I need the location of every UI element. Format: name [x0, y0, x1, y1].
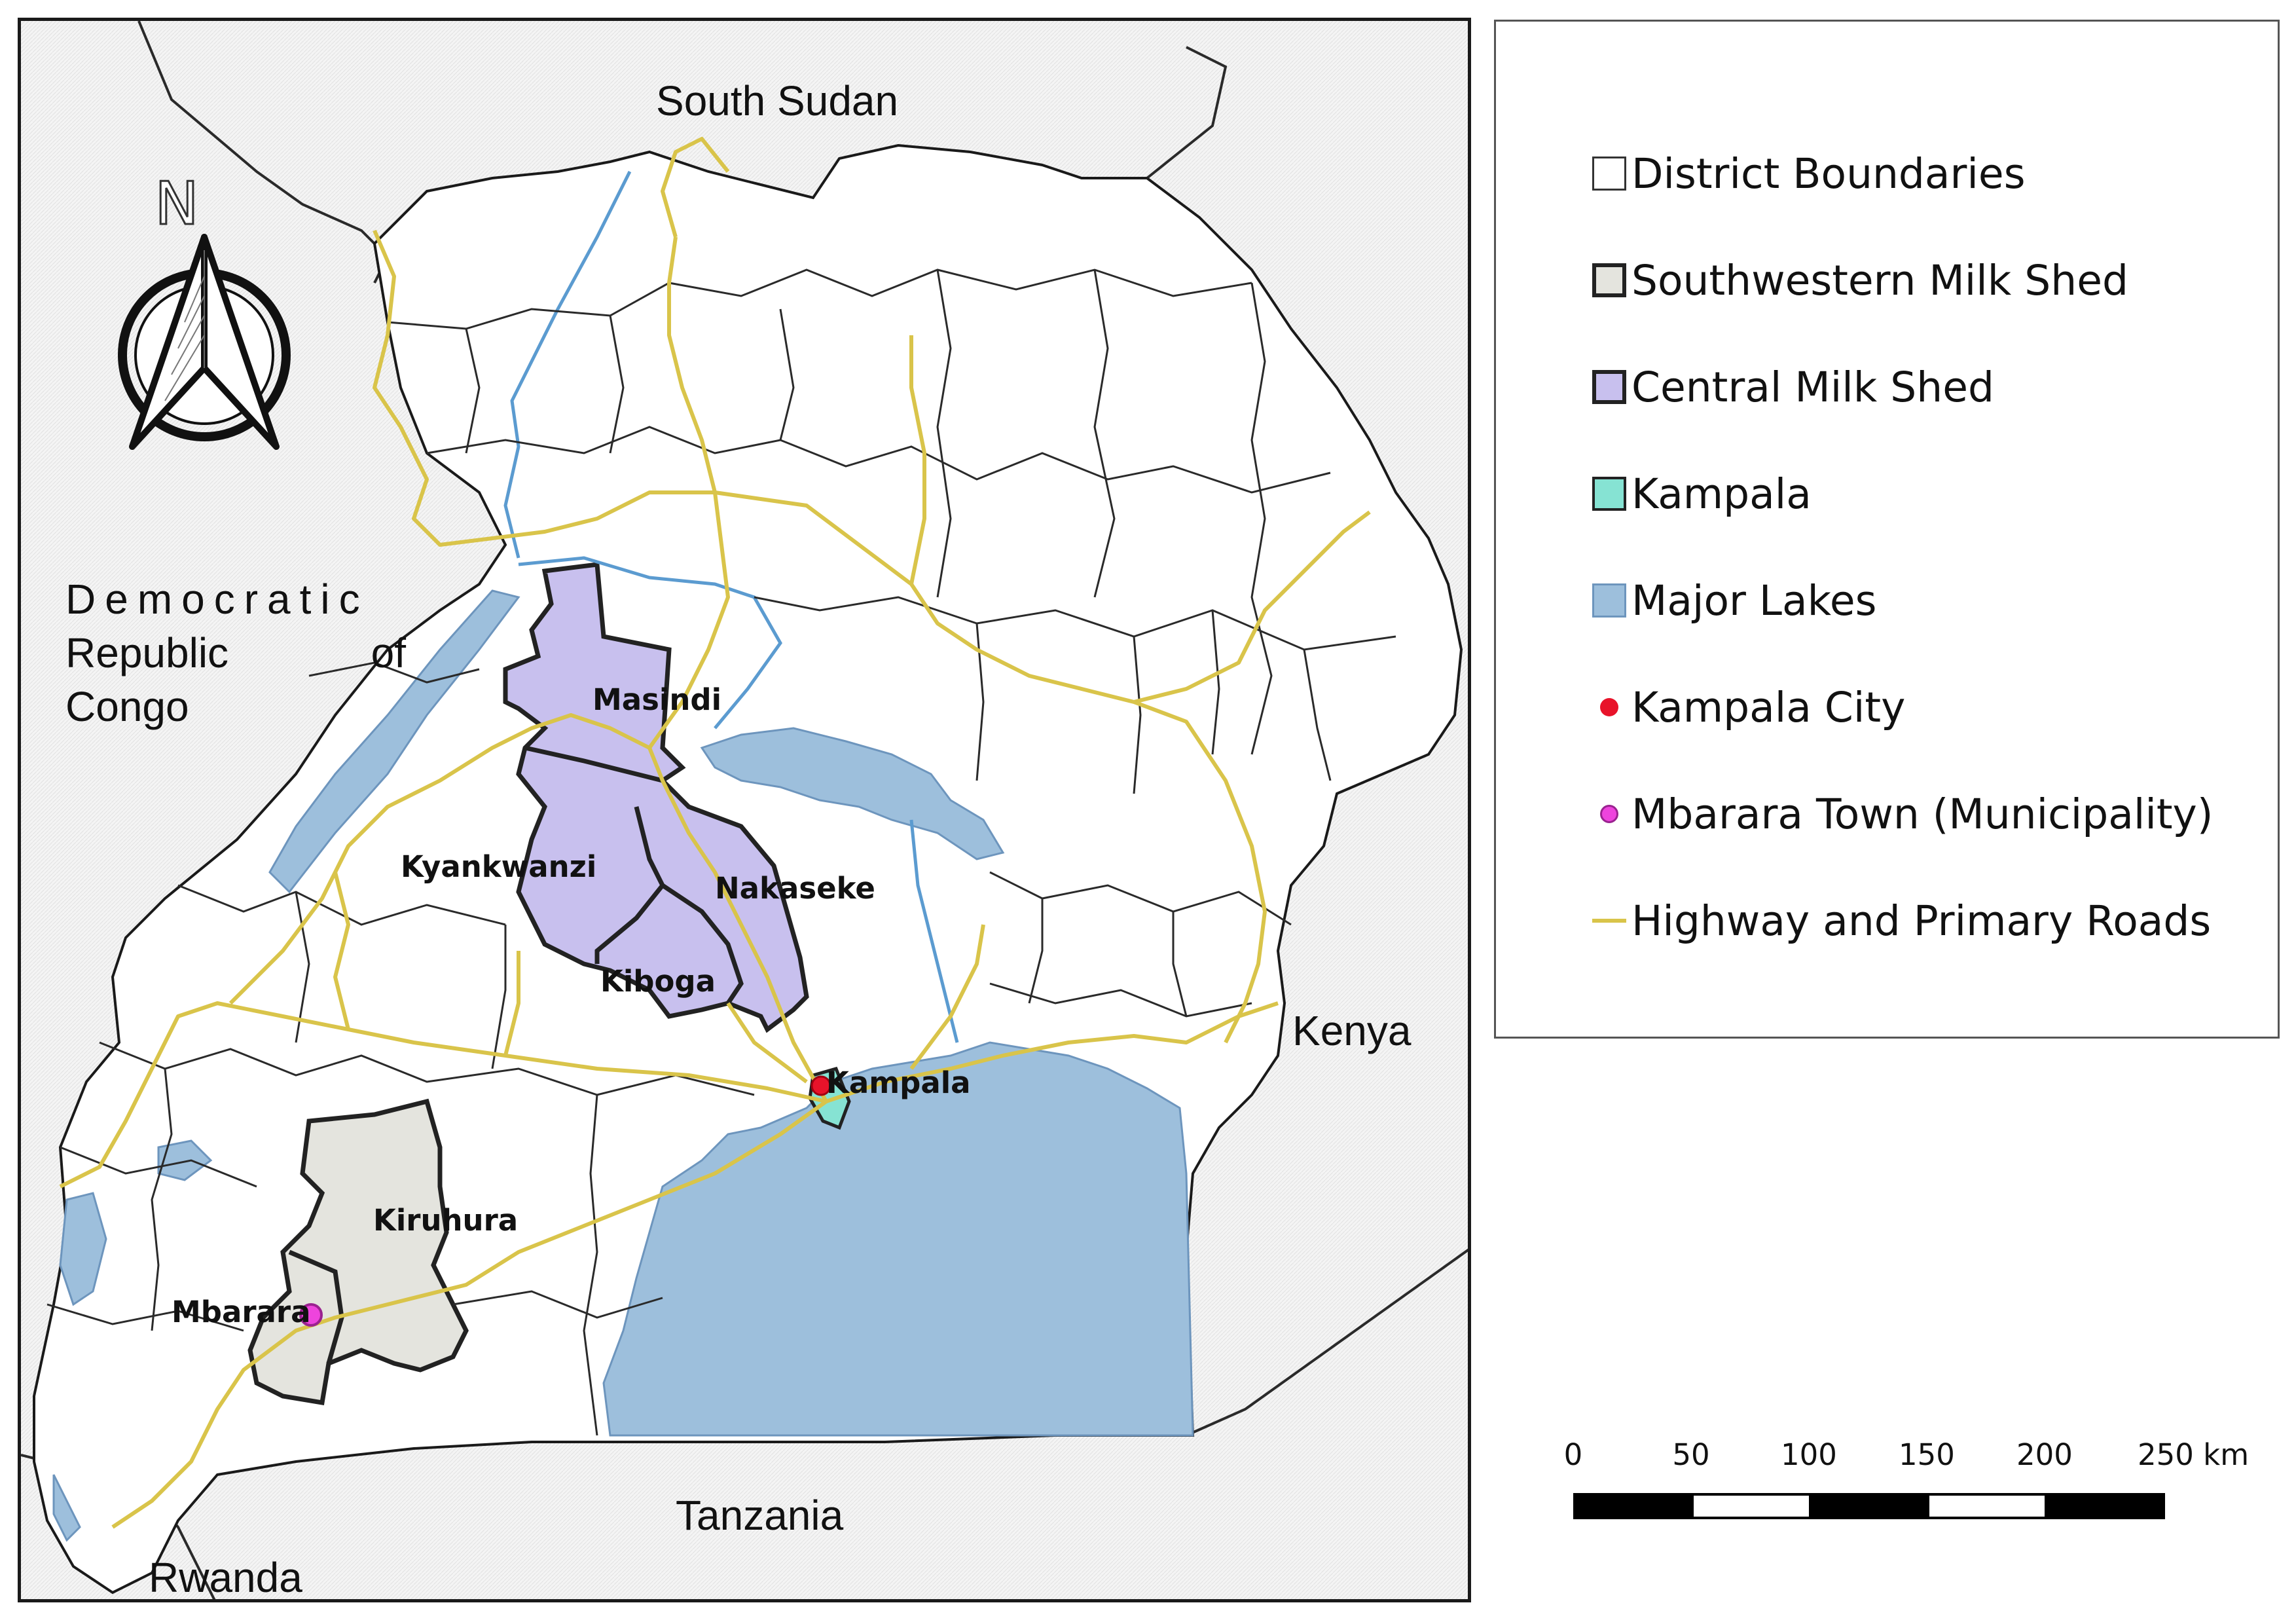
- scale-tick-250-km: 250 km: [2137, 1437, 2250, 1472]
- highway-and-primary-roads: [59, 137, 1371, 1529]
- legend-swatch-central-milk-shed: [1592, 370, 1626, 404]
- lake-george: [157, 1139, 213, 1181]
- scale-segment-2: [1691, 1493, 1812, 1519]
- label-kyankwanzi: Kyankwanzi: [401, 849, 597, 884]
- rivers: [503, 170, 959, 1043]
- legend-label: Southwestern Milk Shed: [1631, 256, 2128, 304]
- legend-label: Kampala City: [1631, 683, 1906, 731]
- legend-label: Kampala: [1631, 470, 1812, 518]
- uganda-map: N: [21, 21, 1468, 1599]
- drc-line-2-republic: Republic: [65, 629, 229, 676]
- road-line-icon: [1592, 919, 1626, 923]
- legend-label: Central Milk Shed: [1631, 363, 1994, 411]
- label-kampala: Kampala: [826, 1065, 971, 1100]
- drc-line-2-of: of: [371, 629, 406, 676]
- road-6: [714, 490, 1267, 1044]
- road-9: [909, 335, 926, 585]
- river-nile-south: [909, 819, 959, 1043]
- road-7: [826, 1001, 1279, 1103]
- label-tanzania: Tanzania: [676, 1492, 844, 1539]
- scale-tick-0: 0: [1563, 1437, 1583, 1472]
- road-10: [661, 137, 730, 238]
- mbarara-town-point[interactable]: [299, 1303, 323, 1327]
- label-kenya: Kenya: [1292, 1007, 1412, 1054]
- legend-panel: District Boundaries Southwestern Milk Sh…: [1494, 20, 2280, 1039]
- legend-swatch-kampala-city: [1592, 690, 1626, 724]
- road-2: [111, 1099, 828, 1529]
- road-12: [909, 924, 985, 1070]
- label-kiboga: Kiboga: [600, 964, 716, 999]
- legend-label: Mbarara Town (Municipality): [1631, 790, 2214, 838]
- legend-swatch-southwestern-milk-shed: [1592, 263, 1626, 297]
- scale-tick-100: 100: [1781, 1437, 1837, 1472]
- legend-item-southwestern-milk-shed: Southwestern Milk Shed: [1592, 254, 2128, 306]
- road-15: [333, 872, 350, 1030]
- lake-kyoga: [700, 727, 1005, 860]
- scale-segment-4: [1927, 1493, 2047, 1519]
- scale-tick-50: 50: [1672, 1437, 1710, 1472]
- road-14: [726, 1002, 808, 1084]
- kampala-city-point[interactable]: [811, 1075, 831, 1096]
- scale-segment-5: [2045, 1493, 2165, 1519]
- lake-albert: [268, 589, 520, 894]
- legend-label: Major Lakes: [1631, 576, 1877, 625]
- scale-segment-3: [1809, 1493, 1929, 1519]
- label-kiruhura: Kiruhura: [373, 1203, 519, 1238]
- legend-item-roads: Highway and Primary Roads: [1592, 895, 2211, 947]
- major-lakes: [52, 589, 1194, 1542]
- road-3: [647, 747, 828, 1103]
- road-13: [503, 951, 520, 1056]
- southwestern-district-division: [288, 1249, 344, 1364]
- scale-tick-200: 200: [2016, 1437, 2073, 1472]
- lake-victoria: [602, 1041, 1194, 1437]
- district-boundaries: [46, 268, 1396, 1436]
- legend-swatch-roads: [1592, 904, 1626, 938]
- label-democratic-republic-of-congo: Democratic Republic of Congo: [65, 572, 406, 733]
- map-frame: N South Sudan Kenya Tanzania Rwanda Demo…: [18, 18, 1471, 1602]
- drc-line-2: Republic of: [65, 626, 406, 680]
- lake-bunyonyi: [52, 1474, 81, 1542]
- legend-item-mbarara-town: Mbarara Town (Municipality): [1592, 788, 2213, 840]
- label-south-sudan: South Sudan: [656, 77, 899, 124]
- legend-item-kampala-city: Kampala City: [1592, 681, 1905, 733]
- scale-tick-150: 150: [1899, 1437, 1955, 1472]
- legend-item-kampala: Kampala: [1592, 468, 1812, 520]
- legend-label: Highway and Primary Roads: [1631, 896, 2212, 945]
- scale-bar: 0 50 100 150 200 250 km: [1564, 1437, 2249, 1542]
- legend-label: District Boundaries: [1631, 149, 2026, 198]
- label-rwanda: Rwanda: [149, 1554, 302, 1601]
- border-kenya-tanzania: [1186, 1248, 1468, 1437]
- legend-item-major-lakes: Major Lakes: [1592, 574, 1876, 627]
- legend-item-central-milk-shed: Central Milk Shed: [1592, 361, 1994, 413]
- central-district-divisions: [524, 745, 744, 1005]
- legend-swatch-major-lakes: [1592, 583, 1626, 618]
- road-11: [373, 229, 715, 547]
- north-arrow-label: N: [155, 170, 198, 238]
- label-masindi: Masindi: [592, 682, 722, 717]
- red-dot-icon: [1600, 698, 1618, 716]
- road-1: [59, 1001, 827, 1189]
- label-nakaseke: Nakaseke: [715, 871, 875, 906]
- river-albert-nile: [503, 170, 632, 559]
- magenta-dot-icon: [1600, 805, 1618, 823]
- road-4: [228, 713, 651, 1005]
- lake-edward: [59, 1192, 107, 1306]
- drc-line-3: Congo: [65, 683, 189, 730]
- legend-swatch-mbarara-town: [1592, 797, 1626, 831]
- scale-segment-1: [1573, 1493, 1694, 1519]
- drc-line-1: Democratic: [65, 576, 369, 623]
- label-mbarara: Mbarara: [172, 1295, 311, 1329]
- river-victoria-nile: [518, 556, 782, 729]
- legend-swatch-kampala: [1592, 477, 1626, 511]
- north-arrow: N: [118, 169, 291, 450]
- road-8: [1133, 510, 1371, 704]
- legend-item-district-boundaries: District Boundaries: [1592, 147, 2026, 200]
- legend-swatch-district-boundaries: [1592, 157, 1626, 191]
